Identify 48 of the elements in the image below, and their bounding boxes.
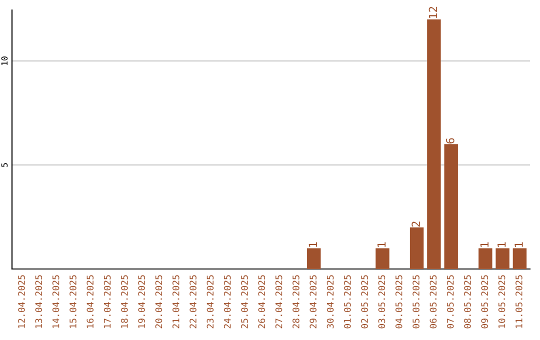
x-tick-label: 27.04.2025	[275, 275, 282, 328]
x-tick-label: 18.04.2025	[121, 275, 128, 328]
bar	[444, 144, 458, 269]
x-tick-label: 04.05.2025	[395, 275, 402, 328]
x-tick-label: 05.05.2025	[412, 275, 420, 328]
x-tick-label: 21.04.2025	[172, 275, 180, 328]
x-tick-label: 10.05.2025	[498, 275, 506, 328]
data-label: 1	[377, 242, 386, 247]
data-label: 6	[446, 138, 454, 144]
x-tick-label: 07.05.2025	[446, 275, 454, 328]
bar	[427, 19, 441, 269]
x-tick-label: 15.04.2025	[70, 275, 76, 328]
data-label: 1	[480, 242, 488, 247]
x-tick-label: 13.04.2025	[35, 275, 42, 328]
x-tick-label: 30.04.2025	[326, 275, 334, 328]
x-tick-label: 06.05.2025	[430, 275, 437, 328]
x-tick-label: 28.04.2025	[292, 275, 300, 328]
x-tick-label: 29.04.2025	[310, 275, 317, 328]
bar	[512, 248, 527, 269]
bar	[478, 248, 492, 269]
x-tick-label: 11.05.2025	[516, 275, 522, 328]
x-tick-label: 08.05.2025	[464, 275, 471, 328]
x-tick-label: 16.04.2025	[86, 275, 94, 328]
x-tick-label: 24.04.2025	[224, 275, 231, 328]
y-tick-label: 10	[1, 56, 8, 65]
x-tick-label: 20.04.2025	[155, 275, 162, 328]
x-tick-label: 26.04.2025	[258, 275, 266, 328]
data-label: 1	[308, 242, 317, 247]
y-tick-label: 5	[1, 163, 8, 167]
bar	[410, 227, 424, 269]
x-tick-label: 17.04.2025	[104, 275, 111, 328]
x-tick-label: 23.04.2025	[206, 275, 214, 328]
data-label: 1	[498, 242, 506, 247]
bar	[496, 248, 510, 269]
data-label: 1	[514, 242, 523, 247]
bar	[376, 248, 390, 269]
x-tick-label: 19.04.2025	[138, 275, 145, 328]
data-label: 12	[428, 6, 438, 18]
x-tick-label: 22.04.2025	[190, 275, 196, 328]
x-tick-label: 02.05.2025	[361, 275, 368, 328]
data-label: 2	[412, 222, 420, 227]
x-tick-label: 14.04.2025	[52, 275, 60, 328]
x-tick-label: 01.05.2025	[344, 275, 351, 328]
x-tick-label: 09.05.2025	[481, 275, 488, 328]
bar	[307, 248, 321, 269]
x-tick-label: 12.04.2025	[18, 275, 25, 328]
x-tick-label: 03.05.2025	[378, 275, 386, 328]
x-tick-label: 25.04.2025	[241, 275, 248, 328]
